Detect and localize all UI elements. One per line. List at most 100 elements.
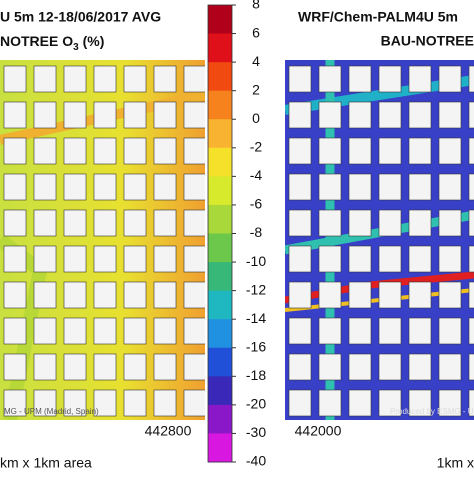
building — [288, 389, 312, 417]
building — [3, 281, 27, 309]
colorbar-segment — [208, 119, 232, 149]
building — [123, 209, 147, 237]
building — [468, 389, 474, 417]
building — [93, 353, 117, 381]
building — [153, 101, 177, 129]
building — [348, 101, 372, 129]
building — [438, 65, 462, 93]
caption: km x 1km area — [0, 455, 92, 471]
building — [3, 317, 27, 345]
building — [123, 317, 147, 345]
tick-label: -8 — [250, 224, 263, 240]
building — [438, 245, 462, 273]
building — [33, 317, 57, 345]
building — [348, 173, 372, 201]
building — [348, 137, 372, 165]
building — [3, 389, 27, 417]
building — [408, 389, 432, 417]
building — [288, 281, 312, 309]
building — [378, 209, 402, 237]
building — [33, 281, 57, 309]
colorbar-segment — [208, 62, 232, 92]
building — [63, 389, 87, 417]
building — [408, 101, 432, 129]
building — [183, 317, 205, 345]
right-title: WRF/Chem-PALM4U 5m — [298, 9, 458, 25]
building — [63, 245, 87, 273]
building — [348, 65, 372, 93]
building — [93, 137, 117, 165]
building — [378, 101, 402, 129]
building — [378, 281, 402, 309]
building — [408, 65, 432, 93]
colorbar-segment — [208, 404, 232, 434]
building — [348, 245, 372, 273]
building — [123, 65, 147, 93]
building — [348, 209, 372, 237]
building — [3, 353, 27, 381]
building — [63, 317, 87, 345]
building — [183, 281, 205, 309]
building — [3, 101, 27, 129]
building — [3, 173, 27, 201]
building — [183, 353, 205, 381]
building — [123, 101, 147, 129]
building — [438, 317, 462, 345]
left-subtitle: NOTREE O3 (%) — [0, 33, 104, 53]
colorbar-segment — [208, 147, 232, 177]
building — [408, 245, 432, 273]
building — [93, 65, 117, 93]
building — [468, 281, 474, 309]
colorbar: 8 6 4 2 0 -2 -4 -6 -8 -10 -12 -14 -16 -18 -20 -30 -40 — [207, 0, 266, 469]
building — [378, 389, 402, 417]
building — [153, 245, 177, 273]
building — [153, 317, 177, 345]
building — [3, 65, 27, 93]
colorbar-segment — [208, 347, 232, 377]
building — [3, 209, 27, 237]
building — [93, 173, 117, 201]
building — [288, 317, 312, 345]
tick-label: -12 — [246, 281, 266, 297]
building — [63, 137, 87, 165]
building — [348, 317, 372, 345]
building — [318, 389, 342, 417]
tick-label: -18 — [246, 367, 266, 383]
tick-label: 0 — [252, 110, 260, 126]
building — [33, 389, 57, 417]
building — [318, 281, 342, 309]
building — [33, 137, 57, 165]
building — [183, 101, 205, 129]
building — [318, 245, 342, 273]
tick-label: 2 — [252, 81, 260, 97]
building — [378, 353, 402, 381]
building — [3, 245, 27, 273]
building — [408, 209, 432, 237]
building — [63, 209, 87, 237]
credit: Produced by ESMG - UPM — [390, 407, 474, 416]
building — [153, 173, 177, 201]
left-map — [0, 60, 205, 420]
building — [438, 389, 462, 417]
tick-label: -30 — [246, 424, 266, 440]
building — [183, 65, 205, 93]
tick-label: -10 — [246, 253, 266, 269]
building — [33, 101, 57, 129]
building — [468, 209, 474, 237]
building — [183, 209, 205, 237]
building — [408, 281, 432, 309]
colorbar-segment — [208, 90, 232, 120]
building — [288, 173, 312, 201]
building — [288, 209, 312, 237]
building — [438, 353, 462, 381]
building — [153, 353, 177, 381]
tick-label: -14 — [246, 310, 266, 326]
tick-label: -16 — [246, 338, 266, 354]
tick-label: -40 — [246, 453, 266, 469]
building — [93, 281, 117, 309]
building — [408, 353, 432, 381]
subscript: 3 — [73, 42, 79, 53]
x-tick-label: 442000 — [295, 423, 342, 439]
building — [288, 245, 312, 273]
